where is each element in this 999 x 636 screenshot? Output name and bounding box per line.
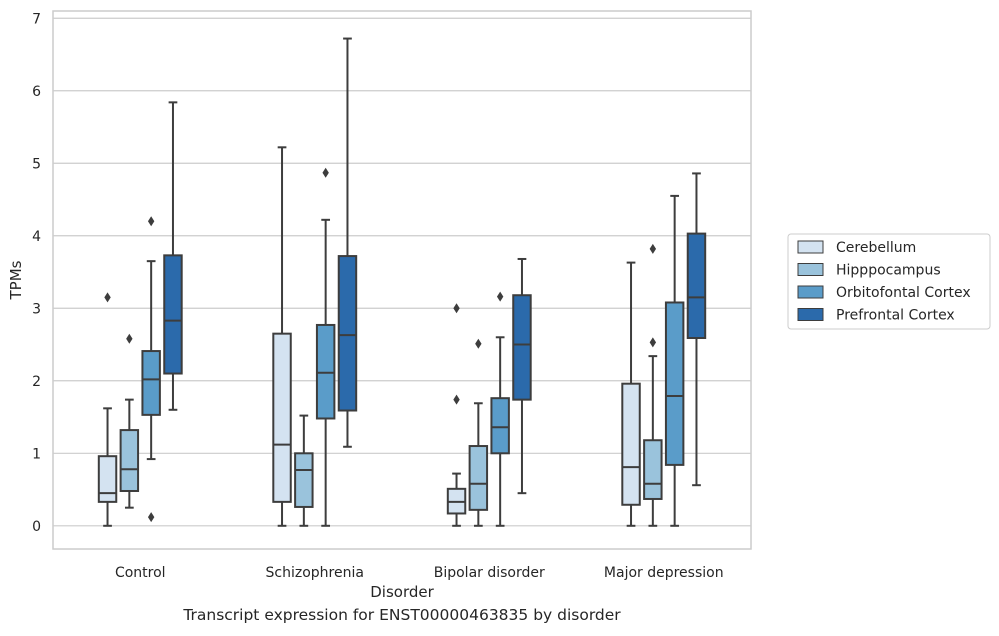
box [643,439,663,500]
legend-swatch [797,285,824,299]
x-axis-ticks: Control Schizophrenia Bipolar disorder Majo… [115,565,724,581]
x-axis-label: Disorder [370,583,434,601]
box [337,255,358,412]
y-tick-label: 4 [32,229,41,245]
outlier-point [496,291,504,302]
y-tick-label: 5 [32,156,41,172]
box [315,323,336,420]
outlier-point [126,333,133,344]
outlier-point [453,394,460,405]
outlier-point [147,216,155,227]
y-tick-label: 2 [32,374,41,390]
chart-caption: Transcript expression for ENST0000046383… [183,606,621,624]
y-tick-label: 6 [32,84,41,100]
box [621,382,641,506]
box [490,397,510,455]
box [512,294,532,401]
box [294,452,314,508]
y-tick-label: 1 [32,446,41,462]
legend-label: Orbitofontal Cortex [836,285,971,301]
box [97,455,118,503]
outlier-point [649,337,657,348]
x-tick-label: Bipolar disorder [434,565,545,581]
box-series-group [97,37,707,527]
legend-label: Cerebellum [836,240,916,256]
box [141,350,161,416]
x-tick-label: Major depression [604,565,724,581]
outlier-point [475,338,482,349]
outlier-point [104,292,111,303]
legend-label: Prefrontal Cortex [836,308,955,324]
outlier-point [322,167,329,178]
box [664,301,685,466]
legend-label: Hipppocampus [836,263,941,279]
plot-frame [52,10,752,550]
y-tick-label: 7 [32,11,41,27]
outlier-point [147,512,155,523]
x-tick-label: Control [115,565,166,581]
legend-swatch [797,308,824,321]
box [163,254,183,375]
y-axis-label: TPMs [7,260,25,300]
box [272,332,292,503]
y-tick-label: 0 [32,519,41,535]
legend: Cerebellum Hipppocampus Orbitofontal Corte… [787,233,991,330]
legend-frame [787,233,991,330]
outlier-point [453,303,460,314]
box [119,429,140,492]
outlier-point [649,243,657,254]
box [686,232,707,340]
legend-swatch [797,240,824,254]
y-axis-ticks: 0 1 2 3 4 5 6 7 [32,11,41,535]
y-tick-label: 3 [32,301,41,317]
legend-swatch [797,263,824,276]
box [468,445,489,511]
x-tick-label: Schizophrenia [266,565,364,581]
